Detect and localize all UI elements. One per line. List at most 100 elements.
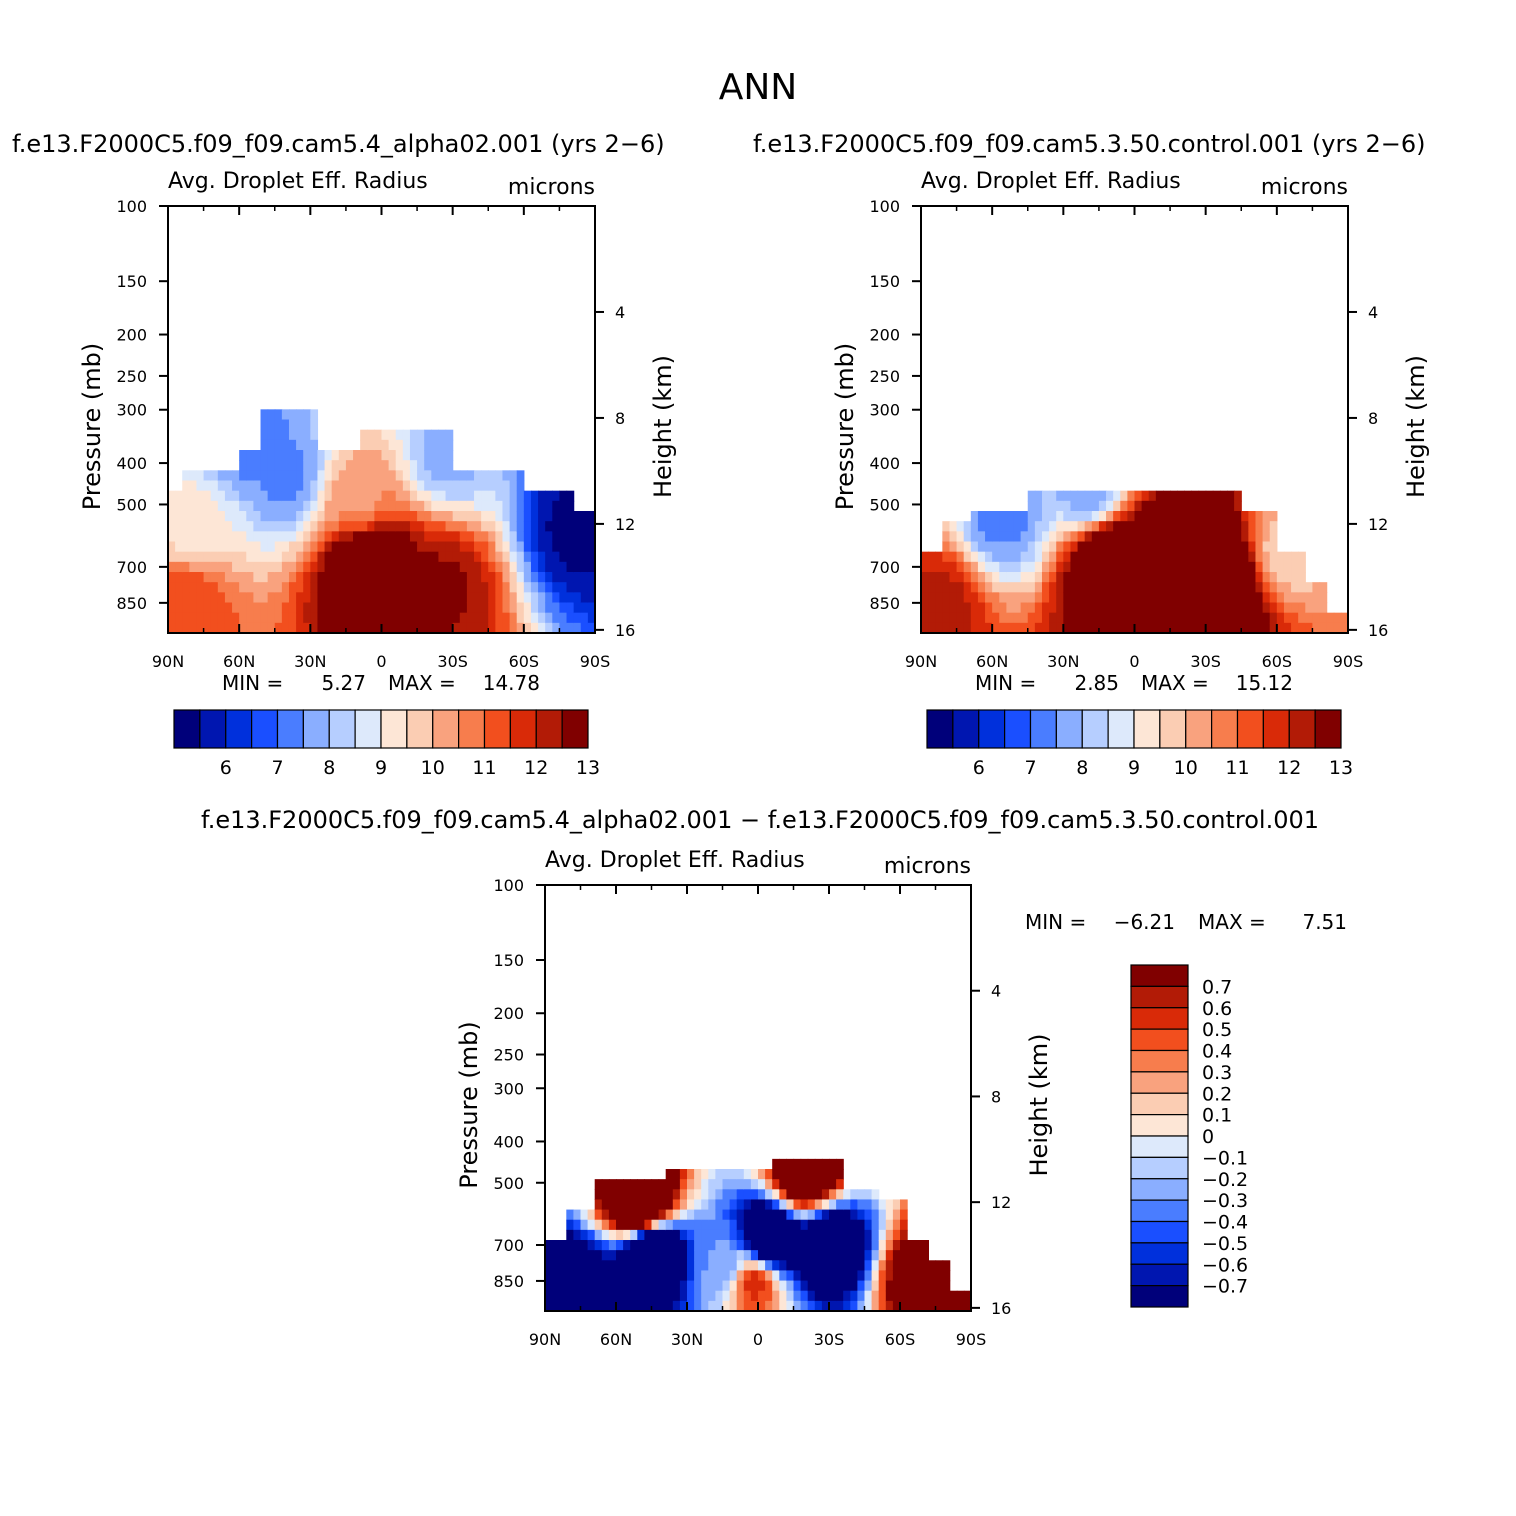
field-cell: [779, 1229, 787, 1241]
field-cell: [1013, 592, 1022, 604]
field-cell: [360, 460, 368, 471]
field-cell: [331, 531, 340, 543]
field-cell: [538, 521, 546, 532]
field-cell: [338, 450, 347, 461]
field-cell: [836, 1290, 844, 1302]
field-cell: [821, 1250, 830, 1261]
field-cell: [623, 1229, 631, 1241]
field-cell: [694, 1169, 702, 1180]
field-cell: [175, 500, 183, 512]
colorbar-box: [1130, 985, 1189, 1009]
field-cell: [445, 460, 454, 471]
field-cell: [331, 551, 340, 563]
field-cell: [495, 500, 504, 512]
field-cell: [1184, 582, 1193, 593]
field-cell: [665, 1270, 674, 1282]
colorbar-label: −0.4: [1202, 1212, 1248, 1234]
field-cell: [772, 1290, 780, 1302]
field-cell: [1113, 521, 1121, 532]
x-tick-label: 0: [1129, 652, 1139, 671]
field-cell: [1056, 500, 1064, 512]
field-cell: [296, 439, 304, 451]
field-cell: [786, 1169, 795, 1180]
field-cell: [1027, 551, 1036, 563]
field-cell: [573, 1260, 582, 1272]
field-cell: [1134, 602, 1143, 614]
field-cell: [1041, 561, 1050, 573]
field-cell: [353, 572, 361, 583]
field-cell: [743, 1229, 752, 1241]
field-cell: [644, 1250, 653, 1261]
panel-case-min-label: MIN =: [222, 671, 283, 695]
field-cell: [672, 1300, 681, 1312]
field-cell: [1255, 551, 1264, 563]
field-cell: [232, 582, 240, 593]
x-tick-label: 90S: [956, 1330, 987, 1349]
field-cell: [1049, 602, 1057, 614]
field-cell: [1291, 592, 1299, 604]
field-cell: [424, 511, 432, 522]
field-cell: [616, 1219, 624, 1231]
field-cell: [353, 602, 361, 614]
field-cell: [1191, 521, 1200, 532]
field-cell: [892, 1240, 901, 1251]
field-cell: [239, 602, 247, 614]
field-cell: [409, 582, 418, 593]
field-cell: [175, 622, 183, 634]
field-cell: [538, 602, 546, 614]
field-cell: [566, 602, 575, 614]
field-cell: [580, 592, 589, 604]
field-cell: [1027, 561, 1036, 573]
colorbar-label: 13: [576, 757, 600, 779]
field-cell: [260, 450, 269, 461]
y-tick-label: 400: [493, 1132, 524, 1151]
field-cell: [232, 612, 240, 624]
field-cell: [267, 480, 276, 492]
field-cell: [260, 439, 269, 451]
field-cell: [324, 622, 333, 634]
field-cell: [814, 1300, 823, 1312]
field-cell: [1283, 561, 1292, 573]
field-cell: [836, 1250, 844, 1261]
field-cell: [616, 1290, 624, 1302]
colorbar-box: [1130, 1156, 1189, 1180]
field-cell: [1013, 622, 1022, 634]
field-cell: [267, 541, 276, 553]
field-cell: [488, 582, 496, 593]
field-cell: [552, 500, 561, 512]
field-cell: [672, 1209, 681, 1221]
field-cell: [267, 490, 276, 502]
colorbar-box: [535, 709, 563, 749]
field-cell: [814, 1169, 823, 1180]
field-cell: [907, 1270, 915, 1282]
y-tick-label: 150: [116, 272, 147, 291]
panel-case-field: [168, 409, 596, 634]
field-cell: [1227, 531, 1235, 543]
field-cell: [1184, 612, 1193, 624]
field-cell: [928, 1290, 937, 1302]
field-cell: [374, 582, 383, 593]
field-cell: [1205, 500, 1214, 512]
colorbar-box: [328, 709, 356, 749]
field-cell: [224, 480, 233, 492]
field-cell: [977, 551, 986, 563]
field-cell: [267, 592, 276, 604]
field-cell: [616, 1199, 624, 1211]
field-cell: [679, 1209, 688, 1221]
panel-difference-colorbar: 0.70.60.50.40.30.20.10−0.1−0.2−0.3−0.4−0…: [1130, 964, 1248, 1308]
field-cell: [395, 511, 404, 522]
field-cell: [1155, 551, 1164, 563]
field-cell: [1148, 582, 1157, 593]
panel-control-min-value: 2.85: [1074, 671, 1119, 695]
field-cell: [1084, 572, 1093, 583]
field-cell: [793, 1219, 802, 1231]
field-cell: [559, 1240, 567, 1251]
field-cell: [1248, 521, 1257, 532]
field-cell: [736, 1219, 745, 1231]
field-cell: [516, 531, 525, 543]
field-cell: [587, 622, 596, 634]
field-cell: [303, 439, 311, 451]
field-cell: [765, 1240, 773, 1251]
field-cell: [417, 511, 425, 522]
field-cell: [793, 1280, 802, 1292]
